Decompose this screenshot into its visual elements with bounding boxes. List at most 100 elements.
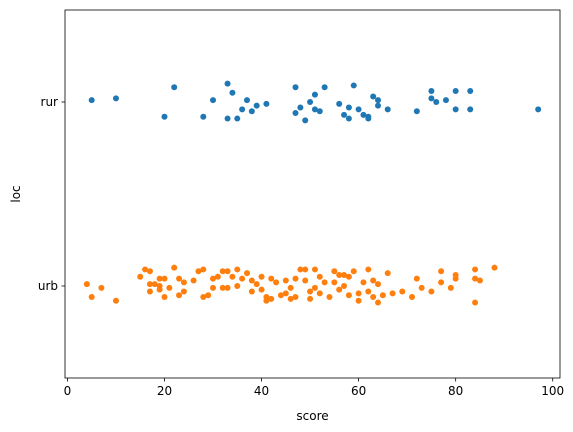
data-point-rur	[428, 87, 435, 94]
x-axis-title: score	[296, 409, 328, 423]
data-point-urb	[370, 277, 377, 284]
data-point-rur	[239, 106, 246, 113]
data-point-urb	[365, 288, 372, 295]
data-point-rur	[292, 84, 299, 91]
data-point-rur	[433, 99, 440, 105]
data-point-urb	[268, 275, 275, 282]
data-point-urb	[287, 295, 294, 302]
data-point-urb	[375, 299, 382, 306]
data-point-urb	[341, 283, 348, 289]
data-point-rur	[442, 97, 449, 104]
data-point-urb	[253, 281, 260, 288]
data-point-rur	[452, 106, 459, 113]
data-point-rur	[428, 95, 435, 102]
data-point-urb	[476, 277, 483, 284]
data-point-urb	[341, 271, 348, 278]
data-point-urb	[360, 279, 367, 286]
data-point-urb	[472, 299, 479, 306]
data-point-urb	[379, 292, 386, 299]
data-point-urb	[355, 297, 362, 304]
data-point-urb	[452, 275, 459, 282]
data-point-urb	[292, 294, 299, 301]
points-layer	[83, 80, 542, 306]
data-point-urb	[384, 270, 391, 277]
data-point-urb	[166, 284, 173, 291]
y-tick-label: urb	[38, 279, 58, 293]
data-point-urb	[98, 284, 105, 291]
data-point-rur	[467, 106, 474, 113]
x-tick-label: 100	[541, 384, 564, 398]
data-point-urb	[438, 279, 445, 286]
data-point-rur	[360, 111, 367, 118]
data-point-urb	[219, 268, 226, 275]
data-point-urb	[83, 281, 90, 288]
data-point-rur	[355, 106, 362, 113]
y-axis-title: loc	[9, 185, 23, 202]
data-point-rur	[375, 97, 382, 104]
data-point-urb	[336, 286, 343, 293]
data-point-urb	[345, 273, 352, 280]
data-point-urb	[248, 277, 255, 284]
data-point-urb	[180, 288, 187, 295]
data-point-urb	[331, 279, 338, 286]
data-point-urb	[331, 268, 338, 275]
data-point-rur	[321, 84, 328, 91]
data-point-rur	[384, 106, 391, 113]
data-point-rur	[307, 99, 314, 105]
data-point-rur	[263, 100, 270, 107]
data-point-urb	[375, 281, 382, 288]
data-point-urb	[151, 281, 158, 288]
data-point-urb	[268, 295, 275, 302]
data-point-urb	[112, 297, 119, 304]
data-point-urb	[224, 284, 231, 291]
plot-area	[65, 10, 560, 378]
data-point-rur	[311, 106, 318, 113]
data-point-rur	[341, 111, 348, 118]
data-point-urb	[370, 294, 377, 301]
data-point-rur	[345, 104, 352, 111]
data-point-rur	[345, 115, 352, 122]
x-tick-label: 0	[64, 384, 72, 398]
x-tick-label: 60	[351, 384, 366, 398]
data-point-urb	[428, 288, 435, 295]
data-point-urb	[243, 270, 250, 277]
data-point-urb	[302, 266, 309, 273]
data-point-urb	[273, 279, 280, 286]
data-point-rur	[311, 91, 318, 98]
data-point-urb	[438, 268, 445, 275]
data-point-rur	[234, 115, 241, 122]
data-point-rur	[467, 87, 474, 94]
data-point-urb	[156, 286, 163, 293]
data-point-rur	[452, 87, 459, 94]
x-tick-label: 20	[157, 384, 172, 398]
data-point-rur	[200, 113, 207, 120]
data-point-urb	[447, 284, 454, 291]
data-point-rur	[253, 102, 260, 109]
data-point-urb	[88, 294, 95, 301]
data-point-urb	[282, 277, 289, 284]
x-tick-label: 40	[254, 384, 269, 398]
data-point-urb	[146, 268, 153, 275]
data-point-urb	[287, 284, 294, 291]
data-point-urb	[190, 277, 197, 284]
data-point-urb	[161, 275, 168, 282]
data-point-urb	[321, 279, 328, 286]
data-point-urb	[413, 275, 420, 282]
data-point-urb	[239, 275, 246, 282]
data-point-rur	[112, 95, 119, 102]
data-point-urb	[302, 277, 309, 284]
data-point-urb	[292, 275, 299, 282]
data-point-urb	[472, 266, 479, 273]
data-point-urb	[137, 273, 144, 280]
data-point-rur	[535, 106, 542, 113]
data-point-urb	[258, 286, 265, 293]
data-point-rur	[297, 104, 304, 111]
data-point-urb	[316, 290, 323, 297]
data-point-rur	[316, 108, 323, 115]
data-point-urb	[142, 266, 149, 273]
y-tick-label: rur	[41, 95, 59, 109]
data-point-rur	[161, 113, 168, 120]
data-point-rur	[224, 80, 231, 87]
data-point-urb	[311, 266, 318, 273]
data-point-urb	[146, 281, 153, 288]
